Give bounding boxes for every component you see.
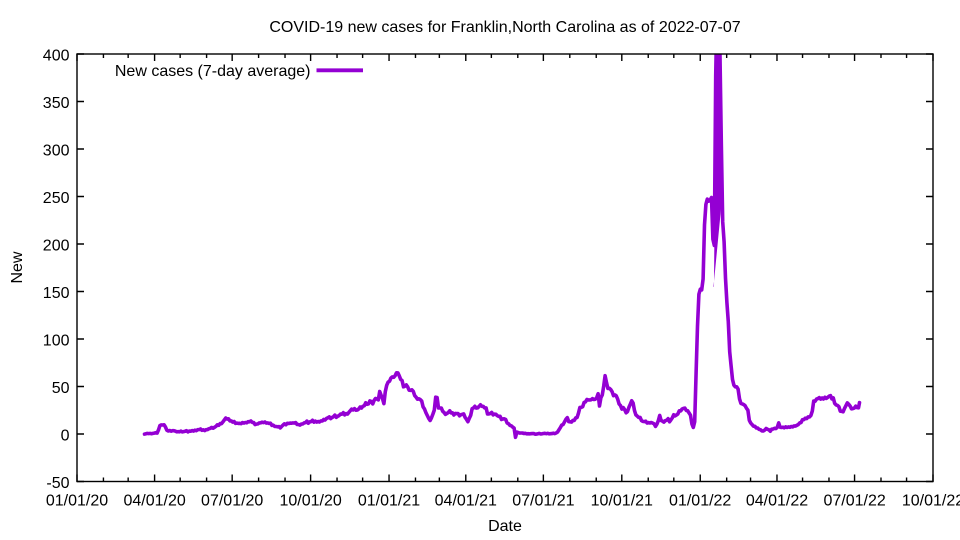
svg-text:300: 300: [43, 142, 70, 159]
svg-text:10/01/21: 10/01/21: [591, 493, 653, 510]
svg-text:01/01/22: 01/01/22: [669, 493, 731, 510]
svg-text:Date: Date: [488, 518, 522, 535]
svg-text:100: 100: [43, 332, 70, 349]
svg-text:New cases (7-day average): New cases (7-day average): [115, 63, 311, 80]
svg-text:200: 200: [43, 237, 70, 254]
svg-text:50: 50: [52, 380, 70, 397]
svg-text:10/01/20: 10/01/20: [279, 493, 341, 510]
svg-text:04/01/21: 04/01/21: [435, 493, 497, 510]
svg-text:07/01/22: 07/01/22: [823, 493, 885, 510]
svg-text:400: 400: [43, 47, 70, 64]
svg-text:07/01/21: 07/01/21: [512, 493, 574, 510]
svg-text:350: 350: [43, 95, 70, 112]
svg-text:04/01/20: 04/01/20: [123, 493, 185, 510]
svg-text:250: 250: [43, 190, 70, 207]
svg-text:10/01/22: 10/01/22: [902, 493, 960, 510]
svg-text:07/01/20: 07/01/20: [201, 493, 263, 510]
svg-text:01/01/20: 01/01/20: [46, 493, 108, 510]
svg-text:COVID-19 new cases for Frankli: COVID-19 new cases for Franklin,North Ca…: [269, 19, 740, 36]
svg-text:01/01/21: 01/01/21: [358, 493, 420, 510]
svg-text:150: 150: [43, 285, 70, 302]
svg-text:04/01/22: 04/01/22: [746, 493, 808, 510]
svg-text:New: New: [9, 251, 26, 283]
svg-text:0: 0: [61, 427, 70, 444]
svg-text:-50: -50: [46, 475, 69, 492]
